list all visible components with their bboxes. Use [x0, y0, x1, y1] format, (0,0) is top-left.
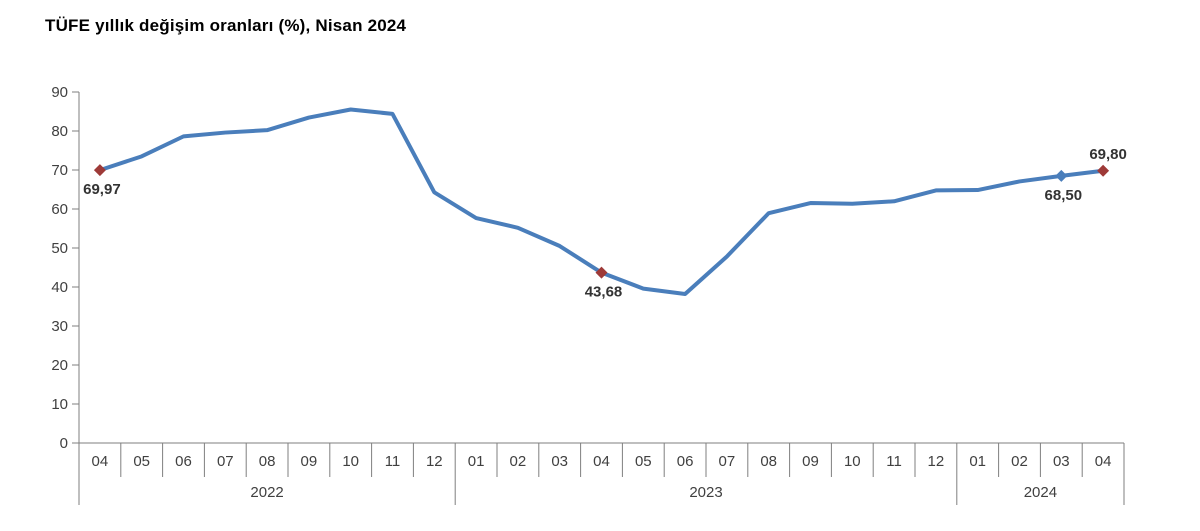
month-label: 06: [677, 453, 694, 470]
marker-diamond-2023-04: [595, 266, 608, 279]
month-label: 04: [593, 453, 610, 470]
trend-line: [97, 107, 1106, 296]
month-label: 07: [217, 453, 234, 470]
month-label: 08: [760, 453, 777, 470]
marker-diamond-2024-04: [1097, 164, 1110, 177]
y-tick-label: 70: [51, 162, 68, 179]
y-tick-label: 10: [51, 396, 68, 413]
data-label-2022-04: 69,97: [83, 181, 121, 198]
y-tick-label: 80: [51, 123, 68, 140]
month-label: 02: [510, 453, 527, 470]
month-label: 04: [92, 453, 109, 470]
y-tick-label: 20: [51, 357, 68, 374]
month-label: 10: [342, 453, 359, 470]
month-label: 12: [928, 453, 945, 470]
month-label: 12: [426, 453, 443, 470]
month-label: 03: [1053, 453, 1070, 470]
y-tick-label: 40: [51, 279, 68, 296]
year-label: 2024: [1024, 484, 1057, 501]
marker-diamond-2022-04: [93, 164, 106, 177]
month-label: 07: [719, 453, 736, 470]
year-label: 2023: [689, 484, 722, 501]
data-label-2024-03: 68,50: [1045, 187, 1083, 204]
y-tick-label: 0: [60, 435, 68, 452]
y-tick-label: 50: [51, 240, 68, 257]
month-label: 09: [802, 453, 819, 470]
year-label: 2022: [250, 484, 283, 501]
data-label-2024-04: 69,80: [1089, 146, 1127, 163]
month-label: 10: [844, 453, 861, 470]
month-label: 05: [133, 453, 150, 470]
marker-diamond-2024-03: [1055, 169, 1068, 182]
month-label: 11: [886, 453, 902, 470]
y-tick-label: 30: [51, 318, 68, 335]
month-label: 02: [1011, 453, 1028, 470]
month-label: 01: [468, 453, 485, 470]
month-label: 11: [385, 453, 401, 470]
month-label: 06: [175, 453, 192, 470]
month-label: 09: [301, 453, 318, 470]
month-label: 04: [1095, 453, 1112, 470]
month-label: 05: [635, 453, 652, 470]
chart-title: TÜFE yıllık değişim oranları (%), Nisan …: [45, 16, 407, 35]
month-label: 08: [259, 453, 276, 470]
month-label: 03: [551, 453, 568, 470]
data-label-2023-04: 43,68: [585, 284, 623, 301]
y-tick-label: 60: [51, 201, 68, 218]
y-tick-label: 90: [51, 84, 68, 101]
month-label: 01: [969, 453, 986, 470]
